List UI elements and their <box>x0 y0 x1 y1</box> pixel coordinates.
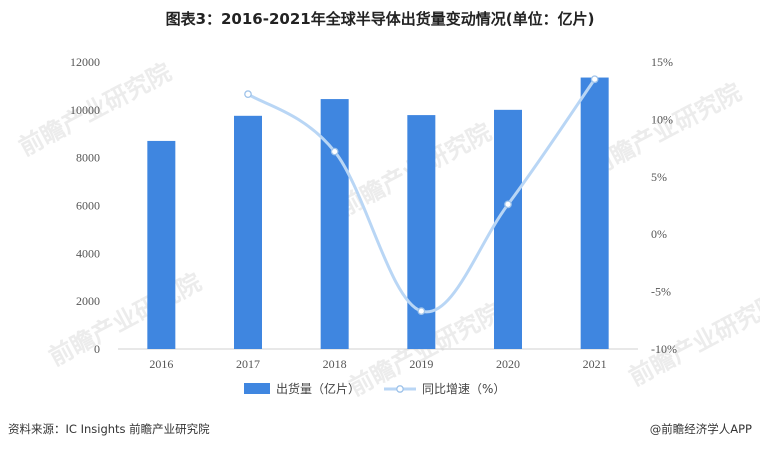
y-left-tick-label: 0 <box>94 342 100 356</box>
y-left-tick-label: 4000 <box>76 246 100 260</box>
growth-point <box>504 200 512 209</box>
legend-swatch-bar <box>244 383 270 394</box>
bar <box>320 99 349 349</box>
y-left-tick-label: 8000 <box>76 151 100 165</box>
bar <box>147 140 176 349</box>
y-right-tick-label: 0% <box>651 227 667 241</box>
brand-label: @前瞻经济学人APP <box>649 422 752 436</box>
bar <box>494 109 522 349</box>
y-left-tick-label: 6000 <box>76 199 100 213</box>
x-tick-label: 2016 <box>149 357 173 371</box>
chart-title: 图表3：2016-2021年全球半导体出货量变动情况(单位：亿片) <box>165 10 595 28</box>
y-left-tick-label: 2000 <box>76 294 100 308</box>
y-left-tick-label: 10000 <box>70 103 100 117</box>
legend-label-bar: 出货量（亿片） <box>276 381 360 396</box>
y-left-tick-label: 12000 <box>70 55 100 69</box>
legend-label-line: 同比增速（%） <box>422 382 505 396</box>
y-right-tick-label: 5% <box>651 170 667 184</box>
growth-point <box>417 307 426 315</box>
y-right-tick-label: -5% <box>651 285 671 299</box>
growth-point <box>590 75 599 84</box>
legend-marker-line <box>396 385 404 393</box>
x-tick-label: 2019 <box>409 357 433 371</box>
x-tick-label: 2017 <box>236 357 260 371</box>
x-tick-label: 2018 <box>323 357 347 371</box>
bar <box>580 77 609 349</box>
y-right-tick-label: 15% <box>651 55 673 69</box>
y-right-tick-label: -10% <box>651 342 677 356</box>
growth-point <box>330 147 339 156</box>
x-tick-label: 2021 <box>583 357 607 371</box>
bar <box>234 115 262 349</box>
x-tick-label: 2020 <box>496 357 520 371</box>
y-right-tick-label: 10% <box>651 112 673 126</box>
source-note: 资料来源：IC Insights 前瞻产业研究院 <box>8 422 210 436</box>
growth-point <box>244 90 252 98</box>
